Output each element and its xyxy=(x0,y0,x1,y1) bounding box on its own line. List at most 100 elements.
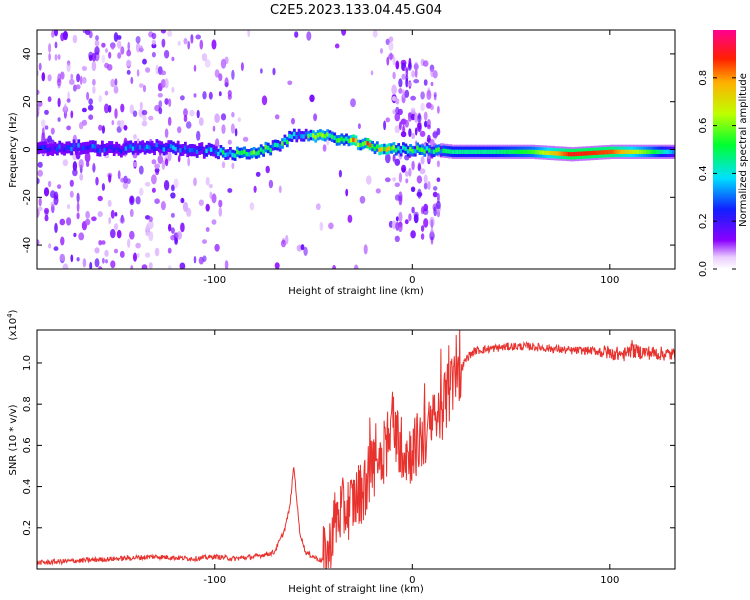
spectrogram-noise-cell xyxy=(72,161,78,172)
spectrogram-noise-cell xyxy=(272,67,276,76)
spectrogram-noise-cell xyxy=(211,193,217,204)
spectrogram-ridge-core xyxy=(380,147,384,152)
spectrogram-ridge-core xyxy=(321,133,325,138)
spectrogram-ridge-core xyxy=(281,141,284,146)
spectrogram-noise-cell xyxy=(410,107,416,113)
spectrogram-ridge-core xyxy=(56,147,59,152)
spectrogram-noise-cell xyxy=(126,69,131,75)
spectrogram-ridge-core xyxy=(127,144,130,149)
spectrogram-noise-cell xyxy=(114,108,118,119)
spectrogram-ridge-core xyxy=(146,144,149,149)
spectrogram-ridge-core xyxy=(319,132,322,137)
spectrogram-ridge-core xyxy=(307,134,310,139)
spectrogram-ridge-core xyxy=(359,143,363,148)
spectrogram-noise-cell xyxy=(70,254,74,263)
spectrogram-ridge-core xyxy=(636,149,640,154)
spectrogram-ridge-core xyxy=(387,146,391,151)
spectrogram-noise-cell xyxy=(170,192,176,199)
spectrogram-noise-cell xyxy=(408,167,412,177)
spectrogram-noise-cell xyxy=(135,36,141,44)
spectrogram-noise-cell xyxy=(113,32,119,42)
spectrogram-noise-cell xyxy=(208,183,213,189)
spectrogram-noise-cell xyxy=(70,73,74,80)
chart-title: C2E5.2023.133.04.45.G04 xyxy=(270,3,442,18)
spectrogram-noise-cell xyxy=(135,242,141,249)
spectrogram-noise-cell xyxy=(423,79,428,86)
spectrogram-noise-cell xyxy=(201,53,208,62)
spectrogram-ridge-core xyxy=(449,149,453,154)
spectrogram-ridge-core xyxy=(243,149,246,154)
spectrogram-ridge-core xyxy=(238,150,242,156)
spectrogram-ridge-core xyxy=(354,138,358,143)
spectrogram-ridge-core xyxy=(622,149,626,154)
spectrogram-ridge-core xyxy=(648,149,652,154)
spectrogram-noise-cell xyxy=(224,56,229,65)
spectrogram-noise-cell xyxy=(123,124,128,131)
snr-y-label: SNR (10 * v/v) xyxy=(8,404,19,475)
spectrogram-ridge-core xyxy=(63,147,66,152)
spectrogram-ridge-core xyxy=(515,149,519,154)
snr-x-tick-label: 0 xyxy=(409,575,415,586)
spectrogram-noise-cell xyxy=(120,119,125,130)
spectrogram-ridge-core xyxy=(608,149,611,155)
spectrogram-noise-cell xyxy=(41,119,46,128)
spectrogram-noise-cell xyxy=(394,158,401,166)
spectrogram-noise-cell xyxy=(142,85,147,93)
spectrogram-noise-cell xyxy=(183,114,188,123)
spectrogram-noise-cell xyxy=(328,222,334,230)
spectrogram-noise-cell xyxy=(407,81,413,87)
spectrogram-noise-cell xyxy=(37,208,40,218)
spectrogram-noise-cell xyxy=(411,132,415,140)
spectrogram-ridge-core xyxy=(117,147,121,152)
spectrogram-noise-cell xyxy=(274,262,280,269)
spectrogram-noise-cell xyxy=(168,98,172,107)
spectrogram-noise-cell xyxy=(419,130,426,137)
spectrogram-noise-cell xyxy=(164,49,170,59)
spectrogram-ridge-core xyxy=(60,146,64,151)
spectrogram-ridge-core xyxy=(456,149,460,154)
spectrogram-noise-cell xyxy=(67,91,70,101)
spectrogram-noise-cell xyxy=(183,108,188,117)
spectrogram-ridge-core xyxy=(58,144,62,149)
spectrogram-ridge-core xyxy=(316,133,320,138)
snr-y-tick-label: 0.2 xyxy=(22,520,33,536)
spectrogram-ridge-core xyxy=(283,137,287,142)
spectrogram-ridge-core xyxy=(271,143,275,148)
spectrogram-ridge-core xyxy=(565,151,569,157)
spectrogram-noise-cell xyxy=(405,74,409,82)
spectrogram-x-tick-label: 0 xyxy=(409,275,415,286)
spectrogram-noise-cell xyxy=(306,31,312,41)
spectrogram-ridge-core xyxy=(345,136,348,141)
spectrogram-noise-cell xyxy=(383,120,387,131)
spectrogram-noise-cell xyxy=(240,62,244,72)
spectrogram-ridge-core xyxy=(162,147,166,152)
spectrogram-ridge-core xyxy=(572,152,576,157)
spectrogram-noise-cell xyxy=(81,107,87,113)
spectrogram-noise-cell xyxy=(108,174,112,183)
spectrogram-noise-cell xyxy=(158,107,163,115)
spectrogram-noise-cell xyxy=(47,180,52,188)
spectrogram-ridge-core xyxy=(112,147,116,153)
spectrogram-noise-cell xyxy=(66,98,71,103)
spectrogram-noise-cell xyxy=(227,90,232,97)
spectrogram-noise-cell xyxy=(260,68,263,74)
spectrogram-noise-cell xyxy=(198,199,204,206)
spectrogram-noise-cell xyxy=(116,126,122,133)
spectrogram-noise-cell xyxy=(161,38,166,48)
spectrogram-noise-cell xyxy=(398,172,402,183)
spectrogram-noise-cell xyxy=(120,46,125,55)
spectrogram-ridge-core xyxy=(157,144,161,149)
spectrogram-noise-cell xyxy=(405,170,409,177)
spectrogram-ridge-core xyxy=(70,146,73,152)
spectrogram-noise-cell xyxy=(94,51,100,62)
snr-exponent-power: 4 xyxy=(6,313,14,318)
snr-x-label: Height of straight line (km) xyxy=(288,584,424,595)
spectrogram-noise-cell xyxy=(426,124,431,130)
spectrogram-ridge-core xyxy=(397,146,401,151)
spectrogram-noise-cell xyxy=(116,229,122,239)
spectrogram-noise-cell xyxy=(160,30,166,34)
spectrogram-y-tick-label: 0 xyxy=(22,146,33,152)
spectrogram-noise-cell xyxy=(408,128,412,138)
spectrogram-noise-cell xyxy=(91,61,97,72)
spectrogram-ridge-core xyxy=(309,132,313,138)
